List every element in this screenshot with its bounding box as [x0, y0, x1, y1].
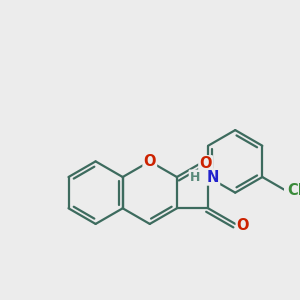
- Text: O: O: [237, 218, 249, 233]
- Text: O: O: [199, 156, 212, 171]
- Text: Cl: Cl: [287, 183, 300, 198]
- Text: N: N: [207, 169, 219, 184]
- Text: H: H: [190, 170, 200, 184]
- Text: O: O: [143, 154, 156, 169]
